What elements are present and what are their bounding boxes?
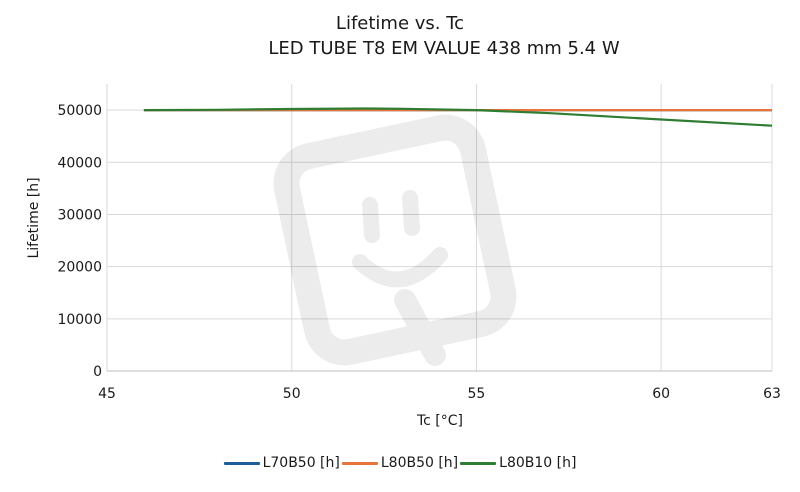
y-tick-label: 30000 (57, 207, 102, 223)
chart-title: Lifetime vs. Tc (335, 13, 465, 34)
legend-swatch (223, 461, 260, 465)
grid (106, 84, 773, 372)
y-tick-label: 40000 (57, 155, 102, 171)
legend-swatch (341, 461, 378, 465)
y-tick-label: 0 (93, 364, 102, 380)
legend-label: L80B10 [h] (499, 455, 577, 471)
legend-label: L70B50 [h] (262, 455, 340, 471)
x-tick-labels: 45 50 55 60 63 (98, 386, 781, 402)
legend: L70B50 [h] L80B50 [h] L80B10 [h] (0, 455, 800, 471)
legend-label: L80B50 [h] (380, 455, 459, 471)
x-axis-label: Tc [°C] (416, 413, 463, 429)
x-tick-label: 60 (652, 386, 670, 402)
series-group (143, 107, 773, 127)
y-axis-label: Lifetime [h] (26, 177, 42, 258)
legend-item: L80B50 [h] (341, 455, 459, 471)
y-tick-label: 10000 (57, 312, 102, 328)
x-tick-label: 50 (283, 386, 301, 402)
y-tick-label: 50000 (57, 103, 102, 119)
chart-subtitle: LED TUBE T8 EM VALUE 438 mm 5.4 W (268, 38, 620, 59)
x-tick-label: 55 (468, 386, 486, 402)
y-tick-labels: 0 10000 20000 30000 40000 50000 (57, 103, 102, 380)
legend-item: L80B10 [h] (460, 455, 576, 471)
legend-swatch (460, 461, 497, 465)
x-tick-label: 63 (763, 386, 781, 402)
x-tick-label: 45 (98, 386, 116, 402)
series-line-l80b10 (143, 107, 773, 127)
y-tick-label: 20000 (57, 260, 102, 276)
watermark-logo (273, 114, 517, 366)
legend-item: L70B50 [h] (223, 455, 340, 471)
